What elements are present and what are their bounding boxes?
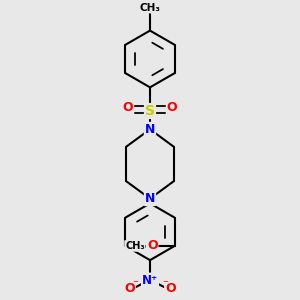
Text: N⁺: N⁺ bbox=[142, 274, 158, 286]
Text: ⁻: ⁻ bbox=[132, 279, 138, 289]
Text: CH₃: CH₃ bbox=[125, 241, 145, 251]
Text: N: N bbox=[145, 123, 155, 136]
Text: CH₃: CH₃ bbox=[140, 3, 160, 13]
Text: S: S bbox=[145, 104, 155, 118]
Text: O: O bbox=[124, 282, 135, 295]
Text: O: O bbox=[123, 101, 133, 114]
Text: N: N bbox=[145, 192, 155, 205]
Text: O: O bbox=[165, 282, 176, 295]
Text: ⁻: ⁻ bbox=[162, 279, 168, 289]
Text: O: O bbox=[147, 239, 158, 253]
Text: O: O bbox=[167, 101, 177, 114]
